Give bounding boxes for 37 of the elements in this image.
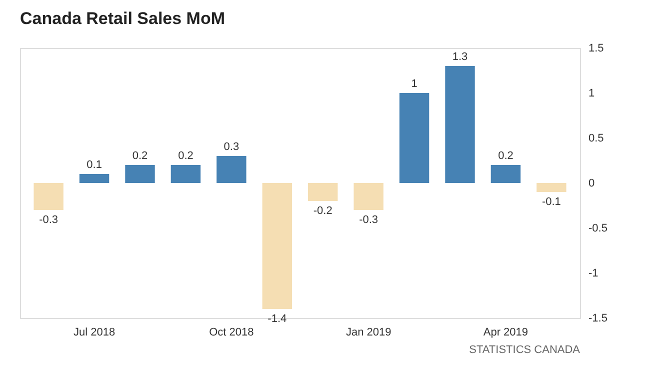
data-label: -0.3 <box>39 214 58 226</box>
data-label: 1 <box>411 78 418 90</box>
bar <box>399 93 430 183</box>
y-tick-label: -1 <box>588 268 598 280</box>
bar <box>490 165 521 183</box>
chart-title: Canada Retail Sales MoM <box>20 9 226 28</box>
bar <box>354 183 384 210</box>
data-label: 0.2 <box>132 150 148 162</box>
x-tick-label: Jan 2019 <box>346 326 392 338</box>
data-label: 0.2 <box>178 150 194 162</box>
data-label: -1.4 <box>268 313 287 325</box>
data-label: 1.3 <box>452 51 468 63</box>
y-tick-label: 1.5 <box>588 42 604 54</box>
data-label: -0.3 <box>359 214 378 226</box>
data-label: 0.3 <box>224 141 240 153</box>
data-label: -0.2 <box>313 205 332 217</box>
bar <box>262 183 292 309</box>
y-tick-label: 1 <box>588 88 595 100</box>
bar <box>536 183 566 192</box>
bar <box>308 183 338 201</box>
y-tick-label: -1.5 <box>588 312 608 324</box>
bar <box>34 183 64 210</box>
data-label: 0.1 <box>86 159 102 171</box>
y-tick-label: -0.5 <box>588 222 608 234</box>
data-label: -0.1 <box>542 196 561 208</box>
bar <box>79 174 110 183</box>
bar <box>170 165 201 183</box>
x-tick-label: Oct 2018 <box>209 326 254 338</box>
bar <box>216 156 246 183</box>
x-tick-label: Jul 2018 <box>73 326 116 338</box>
y-tick-label: 0.5 <box>588 132 604 144</box>
text: STATISTICS CANADA <box>469 344 581 356</box>
x-tick-label: Apr 2019 <box>483 326 528 338</box>
y-tick-label: 0 <box>588 178 595 190</box>
bar <box>445 66 475 183</box>
bar <box>125 165 155 183</box>
data-label: 0.2 <box>498 150 514 162</box>
